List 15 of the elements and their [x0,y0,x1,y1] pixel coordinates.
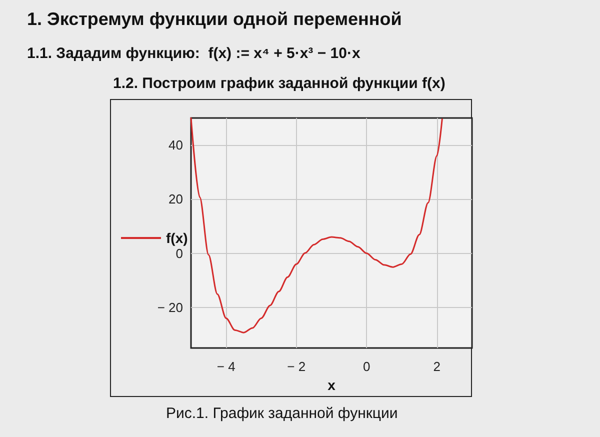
x-tick-label: − 4 [216,359,236,374]
x-tick-label: 2 [433,359,440,374]
chart-subtitle: 1.1. Зададим функцию: f(x) := x⁴ + 5·x³ − 10·x [27,45,361,62]
y-tick-label: 20 [168,192,183,207]
text: 1.2. Построим график заданной функции f(x) [113,75,446,92]
x-tick-label: − 2 [287,359,306,374]
y-tick-label: 40 [168,138,183,153]
chart-title: 1. Экстремум функции одной переменной [27,9,402,29]
y-tick-label: 0 [176,246,183,261]
line-series [190,117,443,334]
text: Рис.1. График заданной функции [166,405,398,422]
x-axis-title: x [328,376,336,393]
x-tick-label: 0 [363,359,370,374]
legend-label: f(x) [166,230,188,246]
y-tick-label: − 20 [157,300,183,315]
